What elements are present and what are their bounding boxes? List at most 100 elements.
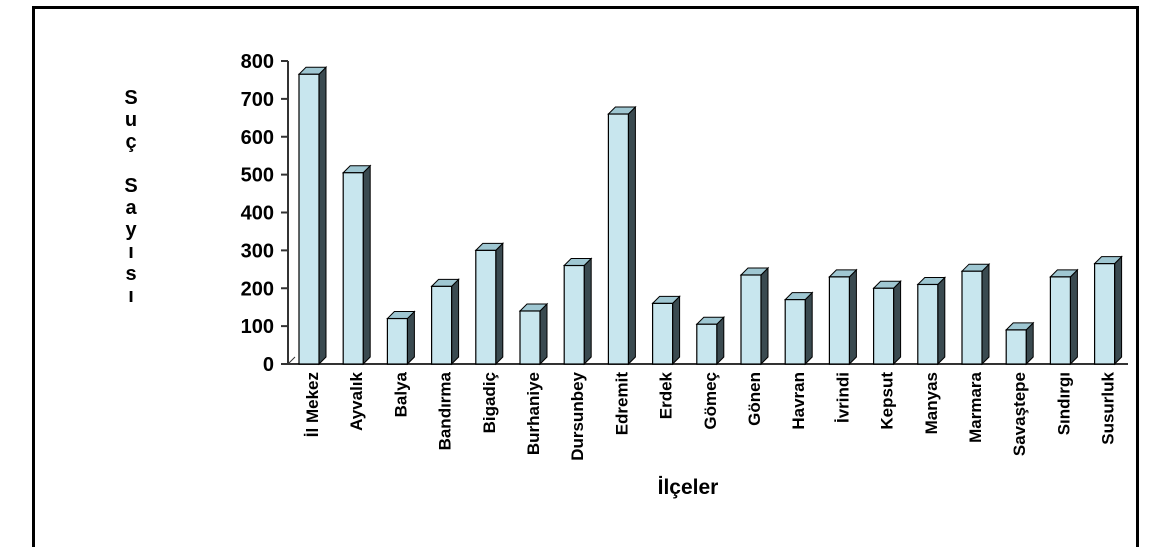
bar xyxy=(607,105,637,366)
bar-side xyxy=(937,276,946,366)
x-tick-label: Balya xyxy=(391,371,410,417)
y-tick-label: 200 xyxy=(241,278,274,300)
y-axis-title-char: a xyxy=(125,197,137,219)
y-tick-label: 400 xyxy=(241,203,274,225)
bar-front xyxy=(431,285,453,365)
x-tick-label: Bandırma xyxy=(436,371,455,450)
bar-front xyxy=(696,323,718,365)
bar-side xyxy=(451,278,460,366)
y-axis-title-char: S xyxy=(124,175,137,197)
y-axis-title-char: ı xyxy=(128,285,134,307)
y-axis-title-char: ı xyxy=(128,241,134,263)
bar-side xyxy=(1069,268,1078,366)
bar-side xyxy=(672,295,681,366)
bar-front xyxy=(386,317,408,365)
bar-side xyxy=(804,291,813,366)
bar xyxy=(562,257,593,366)
x-tick-label: Ayvalık xyxy=(347,371,366,430)
bar-front xyxy=(1093,263,1116,365)
x-tick-label: Kepsut xyxy=(878,372,897,430)
bar xyxy=(518,302,549,366)
bar xyxy=(695,316,726,366)
bar-side xyxy=(362,164,371,366)
x-tick-label: Erdek xyxy=(657,371,676,419)
bar xyxy=(430,278,460,366)
y-tick-label: 600 xyxy=(241,127,274,149)
y-tick-label: 500 xyxy=(241,165,274,187)
bar xyxy=(739,266,770,366)
bar-side xyxy=(627,105,636,366)
bar xyxy=(916,276,947,366)
x-tick-label: Susurluk xyxy=(1099,371,1118,444)
bar xyxy=(1093,255,1123,366)
x-tick-label: Havran xyxy=(789,372,808,430)
x-tick-label: Bigadiç xyxy=(480,372,499,433)
bar xyxy=(872,280,902,366)
y-axis: 0 100 200 300 400 500 600 700 800 xyxy=(241,51,1128,376)
bar-side xyxy=(495,242,504,366)
bar-front xyxy=(917,283,939,365)
bar-front xyxy=(475,249,497,365)
x-axis-labels: İl Mekez Ayvalık Balya Bandırma Bigadiç Burha… xyxy=(303,371,1118,460)
bar-front xyxy=(519,310,541,365)
x-axis-title: İlçeler xyxy=(658,476,719,499)
bar-side xyxy=(1114,255,1123,366)
bar-front xyxy=(298,73,320,365)
x-tick-label: Gömeç xyxy=(701,372,720,430)
bar-front xyxy=(651,302,674,365)
axis-depth-edge xyxy=(287,356,296,365)
bar-front xyxy=(784,299,806,365)
bar-side xyxy=(848,268,857,366)
bar-side xyxy=(539,302,548,366)
bar xyxy=(828,268,858,366)
bar-side xyxy=(406,310,415,366)
bar-side xyxy=(981,262,990,366)
bars xyxy=(297,66,1123,366)
y-axis-title-char: S xyxy=(124,87,137,109)
bar-front xyxy=(1005,329,1027,365)
bar xyxy=(1004,321,1035,366)
y-axis-title-char: u xyxy=(125,109,137,131)
bar-side xyxy=(583,257,592,366)
y-axis-title-char: y xyxy=(125,219,137,241)
bar-front xyxy=(563,264,585,365)
bar-side xyxy=(893,280,902,366)
bar-front xyxy=(961,270,983,365)
bar xyxy=(297,66,328,366)
x-tick-label: İvrindi xyxy=(833,372,852,423)
y-tick-label: 700 xyxy=(241,89,274,111)
bar-front xyxy=(607,113,630,365)
x-tick-label: Marmara xyxy=(966,371,985,442)
bar xyxy=(341,164,372,366)
y-tick-label: 0 xyxy=(263,354,274,376)
bar-side xyxy=(318,66,327,366)
bar-front xyxy=(342,172,364,365)
bar-front xyxy=(1049,276,1072,365)
bar-front xyxy=(740,274,762,365)
bar-front xyxy=(828,276,851,365)
chart-frame xyxy=(32,6,1139,547)
bar-side xyxy=(760,266,769,366)
x-tick-label: Sındırgı xyxy=(1054,372,1073,435)
bar-side xyxy=(716,316,725,366)
bar-front xyxy=(872,287,895,365)
y-tick-label: 100 xyxy=(241,316,274,338)
bar xyxy=(386,310,416,366)
bar xyxy=(474,242,505,366)
bar xyxy=(783,291,814,366)
y-axis-title-char: ç xyxy=(125,131,136,153)
x-tick-label: Edremit xyxy=(612,372,631,436)
bar xyxy=(960,262,991,366)
x-tick-label: İl Mekez xyxy=(303,372,322,437)
bar xyxy=(651,295,681,366)
y-tick-label: 300 xyxy=(241,240,274,262)
x-tick-label: Manyas xyxy=(922,372,941,434)
bar xyxy=(1049,268,1079,366)
x-tick-label: Dursunbey xyxy=(568,371,587,460)
y-tick-label: 800 xyxy=(241,51,274,73)
x-tick-label: Gönen xyxy=(745,372,764,426)
x-tick-label: Burhaniye xyxy=(524,372,543,455)
x-tick-label: Savaştepe xyxy=(1010,372,1029,456)
